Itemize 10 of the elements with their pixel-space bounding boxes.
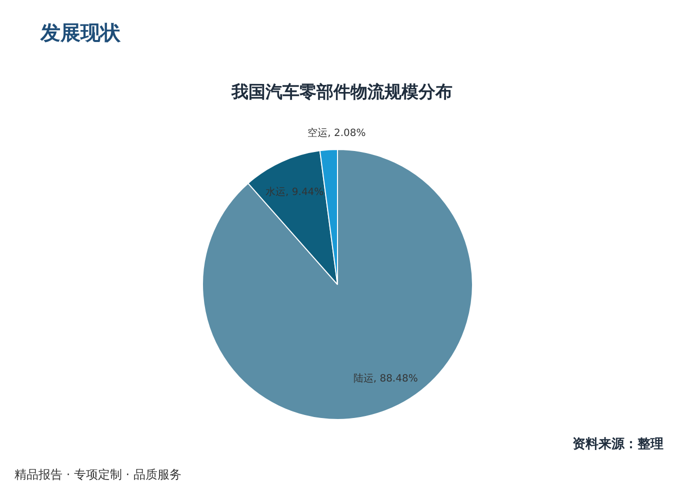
data-label: , 9.44% (286, 186, 324, 198)
text: 资料来源：整理 (572, 437, 664, 452)
data-label: , 2.08% (328, 128, 366, 140)
chart-title: 我国汽车零部件物流规模分布 (230, 82, 452, 102)
slice-label: 陆运 (353, 372, 374, 385)
text: 精品报告 · 专项定制 · 品质服务 (14, 468, 182, 482)
slice-label: 水运 (266, 186, 286, 198)
text: 发展现状 (40, 20, 122, 44)
data-label: , 88.48% (373, 374, 418, 385)
slice-label: 空运 (308, 127, 328, 140)
